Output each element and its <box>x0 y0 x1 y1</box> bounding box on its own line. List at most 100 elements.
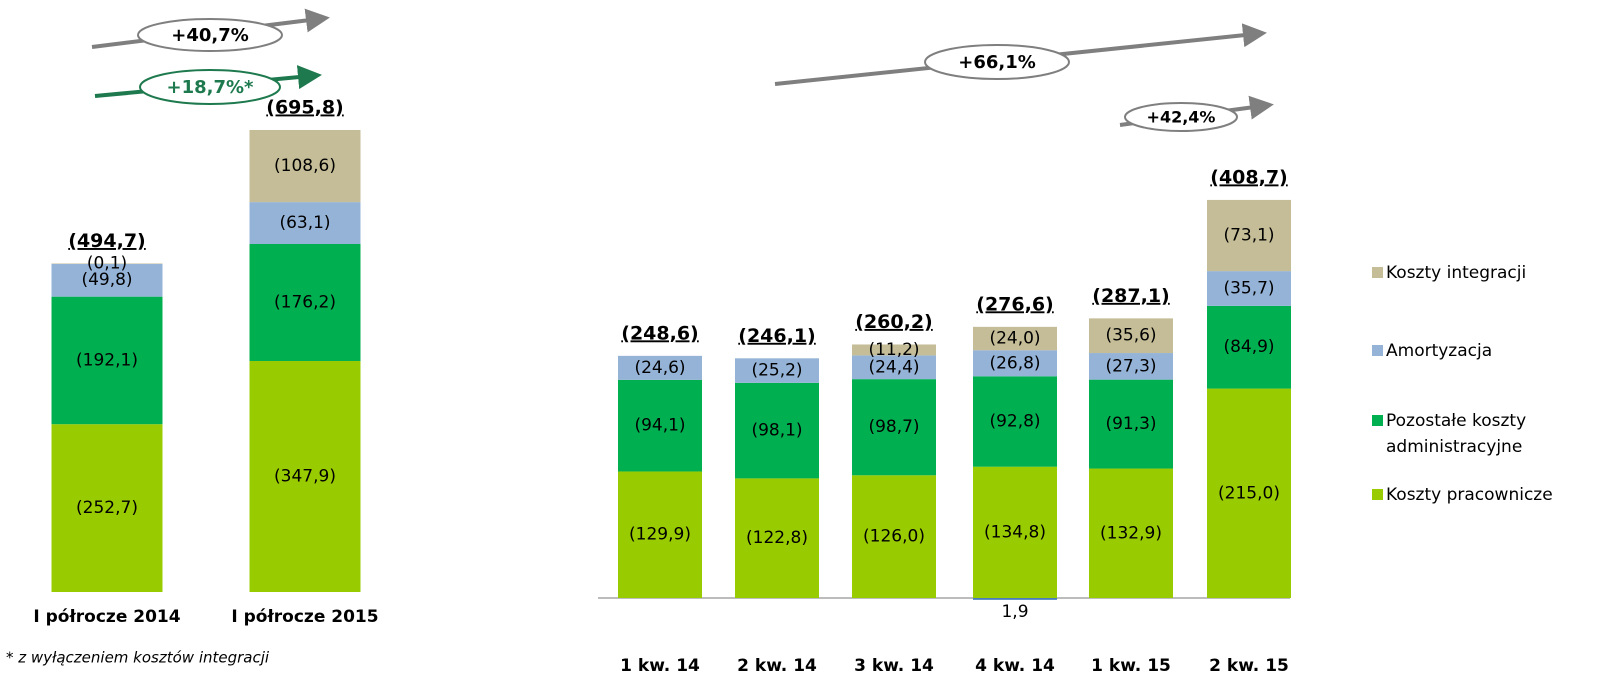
data-label: (215,0) <box>1218 483 1280 503</box>
data-label: (129,9) <box>629 525 691 545</box>
total-label: (260,2) <box>855 311 932 333</box>
growth-bubble <box>137 18 283 52</box>
bar-segment <box>973 598 1057 600</box>
data-label: (0,1) <box>87 254 127 274</box>
bar-segment <box>735 382 819 479</box>
x-tick-label: 1 kw. 15 <box>1091 656 1171 676</box>
bar-segment <box>618 379 702 472</box>
legend-item: Amortyzacja <box>1372 338 1492 364</box>
bar-segment <box>852 344 936 356</box>
bar-segment <box>51 424 163 592</box>
growth-bubble <box>1124 102 1238 132</box>
x-tick-label: I półrocze 2014 <box>33 607 180 627</box>
bar-segment <box>1089 468 1173 598</box>
data-label: (176,2) <box>274 292 336 312</box>
growth-label: +42,4% <box>1147 108 1216 127</box>
bar-segment <box>1207 271 1291 306</box>
bar-segment <box>973 326 1057 351</box>
x-tick-label: 2 kw. 15 <box>1209 656 1289 676</box>
data-label: 1,9 <box>1001 602 1028 622</box>
data-label: (25,2) <box>751 361 802 381</box>
data-label: (49,8) <box>81 270 132 290</box>
bar-segment <box>973 350 1057 377</box>
legend-label: Koszty pracownicze <box>1386 485 1553 505</box>
bar-segment <box>973 376 1057 467</box>
legend-swatch <box>1372 415 1383 426</box>
data-label: (91,3) <box>1105 414 1156 434</box>
legend-label: Amortyzacja <box>1386 341 1493 361</box>
data-label: (94,1) <box>634 416 685 436</box>
bar-segment <box>249 202 361 244</box>
bar-segment <box>1089 353 1173 380</box>
x-tick-label: 3 kw. 14 <box>854 656 934 676</box>
data-label: (98,7) <box>868 417 919 437</box>
x-tick-label: 2 kw. 14 <box>737 656 817 676</box>
data-label: (27,3) <box>1105 356 1156 376</box>
data-label: (126,0) <box>863 527 925 547</box>
total-label: (276,6) <box>976 293 1053 315</box>
total-label: (287,1) <box>1092 285 1169 307</box>
data-label: (63,1) <box>279 213 330 233</box>
x-tick-label: 4 kw. 14 <box>975 656 1055 676</box>
total-label: (246,1) <box>738 325 815 347</box>
growth-bubble <box>139 69 281 105</box>
growth-label: +66,1% <box>958 52 1036 73</box>
data-label: (35,6) <box>1105 326 1156 346</box>
total-label: (494,7) <box>68 230 145 252</box>
bar-segment <box>1207 305 1291 389</box>
data-label: (24,4) <box>868 357 919 377</box>
bar-segment <box>51 263 163 297</box>
bar-segment <box>852 475 936 598</box>
data-label: (192,1) <box>76 350 138 370</box>
data-label: (252,7) <box>76 498 138 518</box>
legend-item: Koszty pracownicze <box>1372 482 1553 508</box>
data-label: (84,9) <box>1223 337 1274 357</box>
bar-segment <box>852 379 936 476</box>
bar-segment <box>1207 199 1291 272</box>
bar-segment <box>51 263 163 265</box>
legend-swatch <box>1372 489 1383 500</box>
data-label: (35,7) <box>1223 279 1274 299</box>
data-label: (132,9) <box>1100 523 1162 543</box>
bar-segment <box>51 296 163 425</box>
data-label: (92,8) <box>989 412 1040 432</box>
x-tick-label: I półrocze 2015 <box>231 607 378 627</box>
data-label: (24,0) <box>989 329 1040 349</box>
bar-segment <box>618 471 702 598</box>
data-label: (122,8) <box>746 528 808 548</box>
data-label: (108,6) <box>274 156 336 176</box>
growth-bubble <box>924 44 1070 80</box>
legend-item: Pozostałe koszty administracyjne <box>1372 408 1572 460</box>
bar-segment <box>249 243 361 361</box>
bar-segment <box>1207 388 1291 598</box>
legend-label: Koszty integracji <box>1386 263 1527 283</box>
legend-item: Koszty integracji <box>1372 260 1526 286</box>
bar-segment <box>618 355 702 380</box>
bar-segment <box>1089 318 1173 354</box>
data-label: (26,8) <box>989 353 1040 373</box>
data-label: (24,6) <box>634 358 685 378</box>
bar-segment <box>1089 379 1173 469</box>
footnote: * z wyłączeniem kosztów integracji <box>6 649 270 667</box>
growth-label: +40,7% <box>171 25 249 46</box>
bar-segment <box>735 358 819 383</box>
x-tick-label: 1 kw. 14 <box>620 656 700 676</box>
data-label: (98,1) <box>751 421 802 441</box>
total-label: (695,8) <box>266 96 343 118</box>
growth-label: +18,7%* <box>167 77 255 98</box>
total-label: (408,7) <box>1210 166 1287 188</box>
bar-segment <box>735 478 819 598</box>
bar-segment <box>249 360 361 592</box>
legend-swatch <box>1372 267 1383 278</box>
data-label: (73,1) <box>1223 226 1274 246</box>
total-label: (248,6) <box>621 322 698 344</box>
data-label: (11,2) <box>868 340 919 360</box>
bar-segment <box>249 129 361 203</box>
data-label: (347,9) <box>274 466 336 486</box>
bar-segment <box>852 355 936 380</box>
bar-segment <box>973 466 1057 598</box>
data-label: (134,8) <box>984 522 1046 542</box>
legend-swatch <box>1372 345 1383 356</box>
legend-label: Pozostałe koszty administracyjne <box>1386 411 1527 457</box>
